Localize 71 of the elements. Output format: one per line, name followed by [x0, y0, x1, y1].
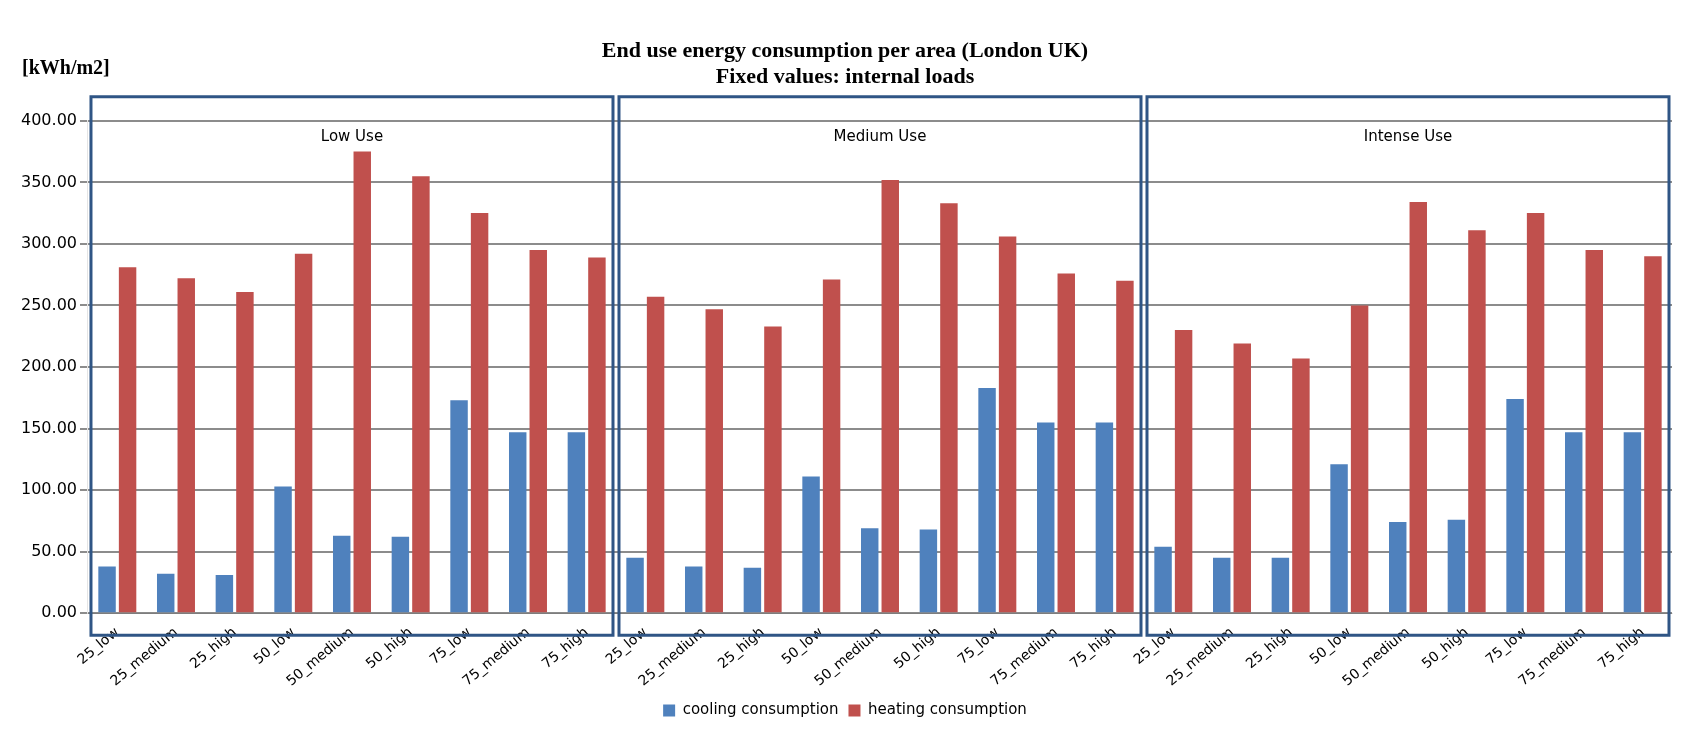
bar [919, 529, 938, 613]
bar [1292, 358, 1310, 613]
bar [156, 573, 175, 613]
bar [705, 309, 723, 613]
bar [1233, 343, 1251, 613]
bar [802, 476, 820, 613]
bar [274, 486, 292, 613]
y-tick-label: 50.00 [31, 540, 77, 560]
bar [1585, 250, 1603, 613]
bar [1644, 256, 1662, 613]
bar [1350, 305, 1369, 613]
bar [1174, 330, 1193, 613]
bar [1526, 213, 1545, 613]
bar [1623, 432, 1642, 613]
bar [1506, 399, 1524, 613]
bar [1037, 422, 1055, 613]
annotation: Intense Use [1363, 126, 1453, 145]
bar [626, 557, 644, 613]
bar [588, 257, 606, 613]
bar [294, 253, 313, 613]
y-tick-label: 400.00 [21, 109, 77, 129]
bar [509, 432, 527, 613]
bar [978, 387, 996, 613]
bar [764, 326, 782, 613]
y-tick-label: 100.00 [21, 479, 77, 499]
y-tick-label: 200.00 [21, 356, 77, 376]
bar [646, 296, 665, 613]
bar [822, 279, 841, 613]
bar [98, 566, 116, 613]
bar [332, 535, 351, 613]
bar [412, 176, 430, 613]
legend-label: heating consumption [867, 700, 1027, 719]
annotation: Low Use [320, 126, 384, 145]
y-tick-label: 0.00 [41, 602, 77, 622]
bar [1154, 546, 1172, 613]
bar [215, 575, 234, 613]
bar [1116, 280, 1134, 613]
bar [450, 400, 468, 613]
bar [177, 278, 195, 613]
bar [118, 267, 137, 613]
bar [1057, 273, 1075, 613]
y-tick-label: 250.00 [21, 294, 77, 314]
bar [861, 528, 879, 613]
bar [1565, 432, 1583, 613]
bar [236, 291, 254, 613]
bar [1271, 557, 1290, 613]
chart-subtitle: Fixed values: internal loads [715, 63, 975, 89]
bar [998, 236, 1017, 613]
bar [391, 536, 410, 613]
bar [1409, 202, 1427, 613]
bar [685, 566, 703, 613]
bar [1468, 230, 1486, 613]
bar [1213, 557, 1231, 613]
bar [881, 179, 899, 613]
chart-title: End use energy consumption per area (London UK) [601, 36, 1089, 62]
y-tick-label: 150.00 [21, 417, 77, 437]
legend-label: cooling consumption [682, 700, 839, 719]
bar [1330, 464, 1348, 613]
bar [567, 432, 586, 613]
bar [470, 213, 489, 613]
y-tick-label: 350.00 [21, 171, 77, 191]
bar [1447, 519, 1466, 613]
annotation: Medium Use [833, 126, 927, 145]
bar [529, 250, 547, 613]
bar [743, 567, 762, 613]
bar [1389, 522, 1407, 613]
bar [940, 203, 958, 613]
bar [353, 151, 371, 613]
y-axis-title: [kWh/m2] [22, 56, 110, 79]
y-tick-label: 300.00 [21, 233, 77, 253]
bar [1095, 422, 1114, 613]
